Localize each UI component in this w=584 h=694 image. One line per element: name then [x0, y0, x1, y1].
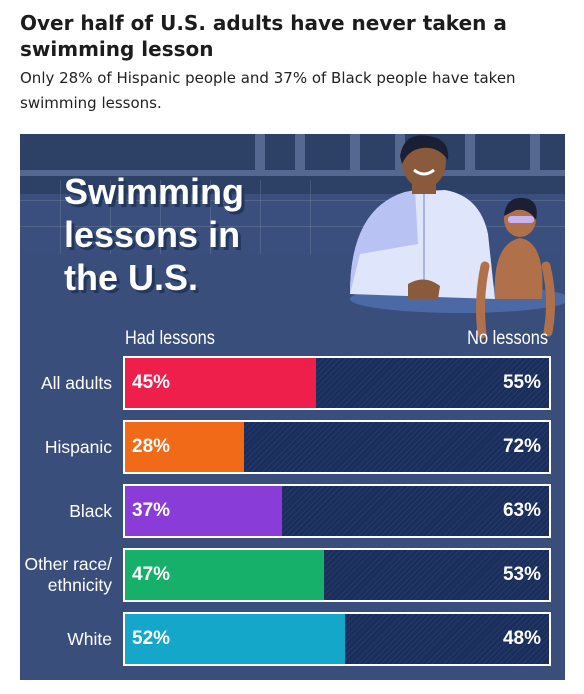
- chart-panel: Swimming lessons in the U.S. Had lessons…: [20, 134, 565, 680]
- bar-row: Hispanic 28% 72%: [20, 420, 565, 474]
- instructor-smile: [413, 168, 435, 176]
- pool-tile-line: [60, 180, 61, 260]
- value-label-no: 53%: [502, 564, 541, 585]
- chart-title-line: the U.S.: [64, 257, 199, 298]
- chart-title-line: lessons in: [64, 214, 241, 255]
- pool-rail: [395, 134, 405, 174]
- pool-rail: [530, 134, 540, 174]
- legend-had-lessons: Had lessons: [125, 328, 215, 349]
- value-label-had: 28%: [132, 436, 171, 457]
- bar-row: Black 37% 63%: [20, 484, 565, 538]
- pool-rail-bar: [20, 170, 565, 176]
- pool-rail: [295, 134, 305, 174]
- child-hair: [504, 197, 537, 220]
- headline: Over half of U.S. adults have never take…: [20, 11, 507, 61]
- instructor-shirt-sleeve: [350, 190, 418, 294]
- bar-row: All adults 45% 55%: [20, 356, 565, 410]
- bar-row: White 52% 48%: [20, 612, 565, 666]
- bar-no-lessons: 37% 63%: [123, 484, 551, 538]
- child-goggles: [508, 216, 534, 223]
- value-label-no: 55%: [502, 372, 541, 393]
- category-label: Black: [69, 500, 112, 521]
- swim-instructor-illustration: [350, 135, 565, 339]
- category-label: All adults: [40, 372, 112, 393]
- category-label: White: [67, 628, 112, 649]
- bar-had-lessons: [125, 550, 325, 600]
- bar-row: Other race/ethnicity 47% 53%: [20, 548, 565, 602]
- pool-tile-line: [110, 180, 111, 260]
- bar-had-lessons: [125, 486, 282, 536]
- pool-tile-line: [20, 200, 565, 201]
- instructor-hand: [408, 279, 440, 299]
- pool-rail: [350, 134, 360, 174]
- pool-tile-line: [260, 180, 261, 260]
- child-body: [494, 238, 543, 299]
- bar-had-lessons: [125, 422, 244, 472]
- bar-no-lessons: 45% 55%: [123, 356, 551, 410]
- value-label-no: 72%: [502, 436, 541, 457]
- category-label: Hispanic: [44, 436, 112, 457]
- subheadline: Only 28% of Hispanic people and 37% of B…: [20, 69, 516, 112]
- chart-title: Swimming lessons in the U.S.: [64, 170, 244, 299]
- category-label: Other race/ethnicity: [24, 554, 112, 595]
- legend-no-lessons: No lessons: [467, 328, 548, 349]
- pool-tile-line: [160, 180, 161, 260]
- pool-background: [20, 134, 565, 194]
- chart-title-line: Swimming: [64, 171, 245, 212]
- child-arm: [541, 261, 556, 337]
- bar-had-lessons: [125, 614, 346, 664]
- bar-had-lessons: [125, 358, 316, 408]
- instructor-hair: [400, 135, 449, 164]
- value-label-no: 48%: [502, 628, 541, 649]
- pool-tile-line: [20, 226, 565, 227]
- pool-rail: [255, 134, 265, 174]
- pool-tile-line: [310, 180, 311, 260]
- value-label-had: 45%: [132, 372, 171, 393]
- pool-tile-line: [210, 180, 211, 260]
- pool-rail: [465, 134, 475, 174]
- child-arm: [476, 261, 490, 339]
- value-label-no: 63%: [502, 500, 541, 521]
- bar-no-lessons: 52% 48%: [123, 612, 551, 666]
- value-label-had: 37%: [132, 500, 171, 521]
- bar-no-lessons: 47% 53%: [123, 548, 551, 602]
- value-label-had: 52%: [132, 628, 171, 649]
- value-label-had: 47%: [132, 564, 171, 585]
- bar-no-lessons: 28% 72%: [123, 420, 551, 474]
